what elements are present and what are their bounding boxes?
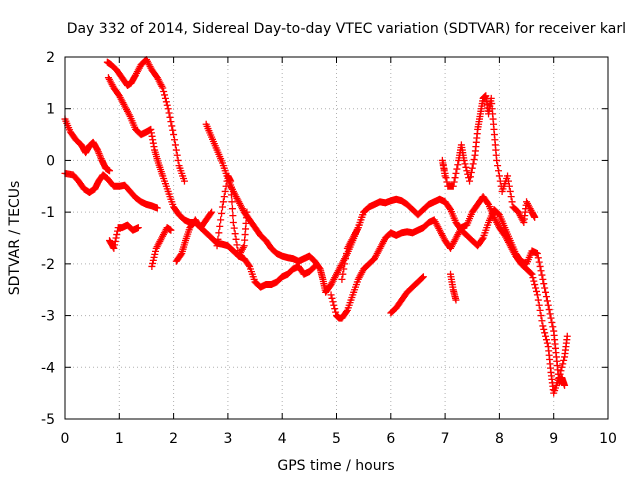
y-tick-label: -3	[41, 309, 55, 325]
y-tick-label: -4	[41, 360, 55, 376]
series-track-k	[338, 208, 368, 283]
x-tick-label: 9	[549, 431, 558, 447]
data-points	[387, 273, 427, 317]
x-tick-label: 0	[61, 431, 70, 447]
x-tick-label: 4	[278, 431, 287, 447]
data-points	[61, 115, 114, 175]
series-track-b	[61, 115, 114, 175]
data-points	[338, 208, 368, 283]
series-track-g	[172, 208, 216, 265]
y-tick-label: -2	[41, 257, 55, 273]
x-tick-label: 8	[495, 431, 504, 447]
series-track-n	[447, 270, 460, 304]
series-track-m	[438, 92, 539, 226]
x-tick-label: 7	[441, 431, 450, 447]
x-tick-label: 6	[386, 431, 395, 447]
y-tick-label: 0	[46, 153, 55, 169]
series-track-c	[103, 56, 188, 185]
x-tick-label: 3	[223, 431, 232, 447]
axis-ticks	[64, 56, 609, 420]
data-points	[148, 224, 175, 270]
grid-layer	[65, 57, 608, 419]
x-tick-label: 5	[332, 431, 341, 447]
data-marks	[61, 56, 571, 397]
series-track-a	[61, 169, 161, 212]
series-track-e	[106, 221, 142, 252]
data-points	[327, 193, 571, 397]
y-tick-label: -1	[41, 205, 55, 221]
chart-title: Day 332 of 2014, Sidereal Day-to-day VTE…	[67, 21, 626, 37]
y-axis-label: SDTVAR / TECUs	[7, 181, 23, 296]
x-axis-label: GPS time / hours	[277, 458, 394, 474]
series-track-i	[213, 172, 251, 260]
x-tick-label: 10	[599, 431, 617, 447]
series-track-j	[327, 193, 571, 397]
data-points	[61, 169, 161, 212]
y-tick-label: -5	[41, 412, 55, 428]
data-points	[213, 172, 251, 260]
y-tick-label: 1	[46, 102, 55, 118]
data-points	[103, 56, 188, 185]
data-points	[438, 92, 539, 226]
series-track-f	[148, 224, 175, 270]
x-tick-label: 1	[115, 431, 124, 447]
y-tick-label: 2	[46, 50, 55, 66]
data-points	[106, 221, 142, 252]
x-tick-label: 2	[169, 431, 178, 447]
series-track-l	[387, 273, 427, 317]
data-points	[447, 270, 460, 304]
data-points	[172, 208, 216, 265]
